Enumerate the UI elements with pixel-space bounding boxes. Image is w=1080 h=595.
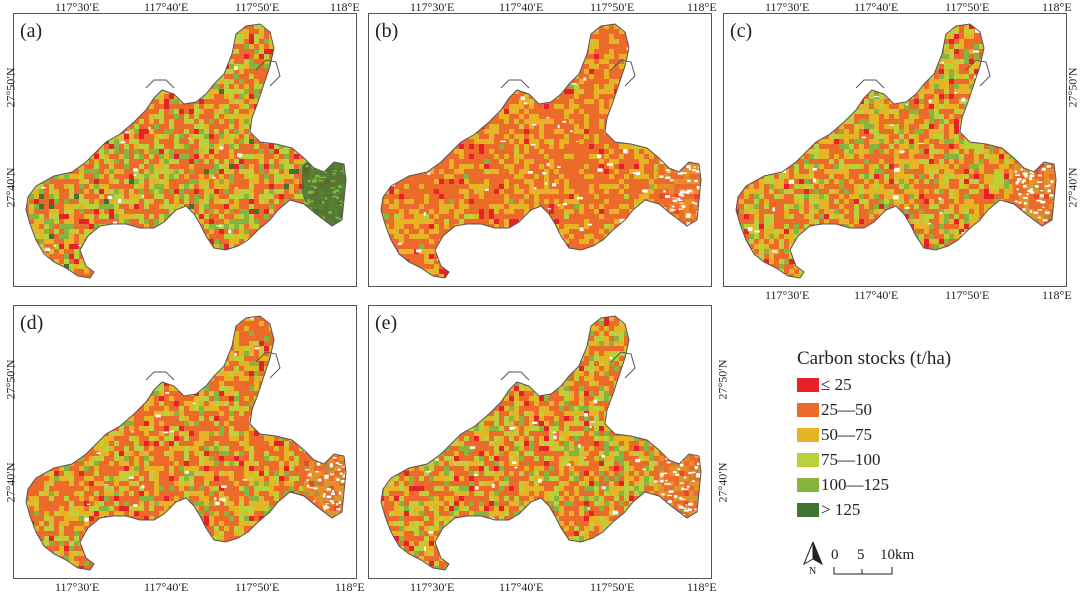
legend-swatch (797, 453, 819, 467)
panel-label-d: (d) (20, 312, 44, 334)
legend-swatch (797, 403, 819, 417)
lon-label-bottom: 117°40′E (499, 580, 544, 594)
lon-label-top: 117°50′E (235, 0, 280, 14)
map-e (380, 315, 702, 571)
lat-label-right: 27°40′N (715, 462, 730, 503)
lon-label-bottom: 118°E (1042, 288, 1072, 302)
lon-label-bottom: 117°30′E (765, 288, 810, 302)
legend-item: 25—50 (797, 400, 872, 419)
lat-label-left: 27°40′N (3, 462, 18, 503)
map-c (735, 23, 1057, 279)
legend-title: Carbon stocks (t/ha) (797, 348, 952, 369)
map-d (25, 315, 347, 571)
map-panel-b: (b) (368, 13, 712, 287)
lon-label-top: 117°40′E (144, 0, 189, 14)
lon-label-bottom: 117°50′E (945, 288, 990, 302)
lon-label-bottom: 118°E (335, 580, 365, 594)
map-panel-a: (a) (13, 13, 357, 287)
lat-label-left: 27°50′N (3, 359, 18, 400)
lon-label-top: 118°E (687, 0, 717, 14)
legend-label: 100—125 (821, 475, 889, 494)
scale-label: 0 (831, 547, 839, 563)
legend-label: > 125 (821, 500, 861, 519)
legend-swatch (797, 378, 819, 392)
lon-label-top: 118°E (330, 0, 360, 14)
panel-label-a: (a) (20, 20, 43, 42)
lon-label-bottom: 117°40′E (854, 288, 899, 302)
lon-label-top: 118°E (1042, 0, 1072, 14)
lat-label-right: 27°50′N (1065, 67, 1080, 108)
legend-item: 75—100 (797, 450, 881, 469)
north-arrow-label: N (809, 566, 817, 577)
legend-label: ≤ 25 (821, 375, 852, 394)
lon-label-top: 117°50′E (590, 0, 635, 14)
lon-label-bottom: 117°50′E (590, 580, 635, 594)
map-panel-d: (d) (13, 305, 357, 579)
legend-item: ≤ 25 (797, 375, 852, 394)
legend-item: > 125 (797, 500, 861, 519)
lon-label-bottom: 117°40′E (144, 580, 189, 594)
lon-label-bottom: 117°30′E (410, 580, 455, 594)
lon-label-top: 117°40′E (854, 0, 899, 14)
legend-swatch (797, 428, 819, 442)
scale-label: 5 (857, 547, 865, 563)
map-a (25, 23, 347, 279)
legend-swatch (797, 478, 819, 492)
map-b (380, 23, 702, 279)
lon-label-bottom: 118°E (687, 580, 717, 594)
lat-label-left: 27°40′N (3, 167, 18, 208)
legend-label: 75—100 (821, 450, 881, 469)
panel-label-e: (e) (375, 312, 398, 334)
lon-label-top: 117°40′E (499, 0, 544, 14)
legend-item: 50—75 (797, 425, 872, 444)
lon-label-top: 117°30′E (410, 0, 455, 14)
lon-label-top: 117°50′E (945, 0, 990, 14)
map-panel-c: (c) (723, 13, 1067, 287)
scale-bar (833, 567, 893, 575)
lon-label-bottom: 117°50′E (235, 580, 280, 594)
legend-label: 25—50 (821, 400, 872, 419)
lon-label-top: 117°30′E (55, 0, 100, 14)
legend-swatch (797, 503, 819, 517)
legend-item: 100—125 (797, 475, 889, 494)
scale-label: 10km (880, 547, 915, 563)
north-arrow-icon (802, 541, 824, 566)
lon-label-top: 117°30′E (765, 0, 810, 14)
lat-label-right: 27°40′N (1065, 167, 1080, 208)
panel-label-c: (c) (730, 20, 753, 42)
map-panel-e: (e) (368, 305, 712, 579)
lon-label-bottom: 117°30′E (55, 580, 100, 594)
legend-label: 50—75 (821, 425, 872, 444)
lat-label-right: 27°50′N (715, 359, 730, 400)
lat-label-left: 27°50′N (3, 67, 18, 108)
panel-label-b: (b) (375, 20, 399, 42)
